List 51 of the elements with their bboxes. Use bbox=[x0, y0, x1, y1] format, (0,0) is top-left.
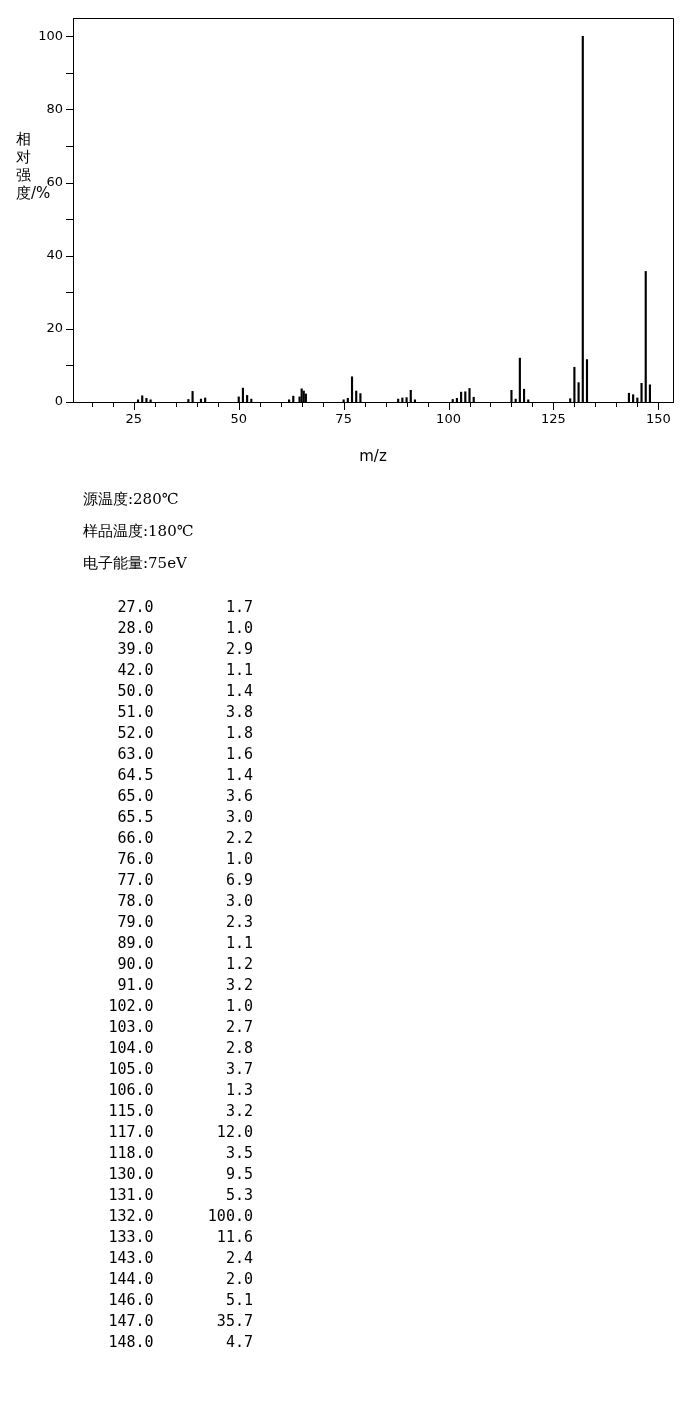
text: 65.0 3.6 bbox=[116, 787, 253, 807]
x-tick-label: 50 bbox=[230, 411, 248, 427]
text: 115.0 3.2 bbox=[107, 1102, 253, 1122]
text: 89.0 1.1 bbox=[116, 934, 253, 954]
text: 105.0 3.7 bbox=[107, 1060, 253, 1080]
text: 39.0 2.9 bbox=[116, 640, 253, 660]
text: 103.0 2.7 bbox=[107, 1018, 253, 1038]
text: 51.0 3.8 bbox=[116, 703, 253, 723]
y-tick-label: 80 bbox=[46, 100, 63, 116]
text: 样品温度:180℃ bbox=[83, 522, 195, 542]
text: 79.0 2.3 bbox=[116, 913, 253, 933]
text: 117.0 12.0 bbox=[107, 1123, 253, 1143]
text: 147.0 35.7 bbox=[107, 1312, 253, 1332]
text: 63.0 1.6 bbox=[116, 745, 253, 765]
text: 102.0 1.0 bbox=[107, 997, 253, 1017]
text: 90.0 1.2 bbox=[116, 955, 253, 975]
x-tick-label: 25 bbox=[125, 411, 143, 427]
text: 146.0 5.1 bbox=[107, 1291, 253, 1311]
text: 66.0 2.2 bbox=[116, 829, 253, 849]
text: 50.0 1.4 bbox=[116, 682, 253, 702]
x-tick-label: 100 bbox=[436, 411, 461, 427]
text: 106.0 1.3 bbox=[107, 1081, 253, 1101]
text: 118.0 3.5 bbox=[107, 1144, 253, 1164]
text: 148.0 4.7 bbox=[107, 1333, 253, 1353]
x-tick-label: 125 bbox=[541, 411, 566, 427]
text: 131.0 5.3 bbox=[107, 1186, 253, 1206]
text: 76.0 1.0 bbox=[116, 850, 253, 870]
y-tick-label: 20 bbox=[46, 320, 63, 336]
text: 64.5 1.4 bbox=[116, 766, 253, 786]
text: 电子能量:75eV bbox=[83, 554, 188, 574]
text: 91.0 3.2 bbox=[116, 976, 253, 996]
text: 144.0 2.0 bbox=[107, 1270, 253, 1290]
text: 104.0 2.8 bbox=[107, 1039, 253, 1059]
x-axis-title: m/z bbox=[359, 446, 387, 465]
text: 42.0 1.1 bbox=[116, 661, 253, 681]
text: 130.0 9.5 bbox=[107, 1165, 253, 1185]
text: 77.0 6.9 bbox=[116, 871, 253, 891]
text: 52.0 1.8 bbox=[116, 724, 253, 744]
text: 143.0 2.4 bbox=[107, 1249, 253, 1269]
text: 28.0 1.0 bbox=[116, 619, 253, 639]
y-tick-label: 40 bbox=[46, 247, 63, 263]
text: 65.5 3.0 bbox=[116, 808, 253, 828]
text: 78.0 3.0 bbox=[116, 892, 253, 912]
x-tick-label: 150 bbox=[645, 411, 671, 427]
x-tick-label: 75 bbox=[335, 411, 352, 427]
y-tick-label: 0 bbox=[54, 393, 63, 409]
text: 源温度:280℃ bbox=[83, 490, 180, 510]
y-tick-label: 100 bbox=[38, 27, 63, 43]
text: 133.0 11.6 bbox=[107, 1228, 253, 1248]
text: 132.0 100.0 bbox=[107, 1207, 253, 1227]
text: 27.0 1.7 bbox=[116, 598, 253, 618]
